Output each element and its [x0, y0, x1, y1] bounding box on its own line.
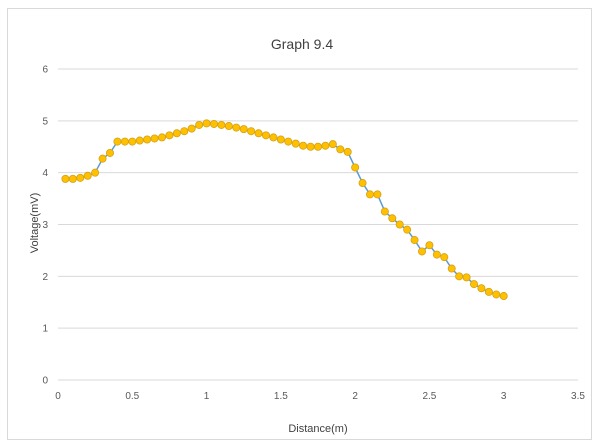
- data-point: [328, 140, 337, 149]
- data-point: [135, 136, 144, 145]
- x-tick-label: 3: [501, 391, 507, 402]
- data-point: [440, 253, 449, 262]
- data-point: [351, 163, 360, 172]
- data-point: [143, 135, 152, 144]
- data-point: [291, 139, 300, 148]
- data-point: [373, 190, 382, 199]
- y-tick-label: 3: [42, 220, 48, 231]
- data-point: [180, 127, 189, 136]
- data-point: [403, 225, 412, 234]
- data-point: [224, 122, 233, 131]
- data-point: [150, 134, 159, 143]
- x-tick-label: 3.5: [571, 391, 585, 402]
- data-point: [499, 292, 508, 301]
- x-tick-label: 1: [204, 391, 210, 402]
- x-tick-label: 2: [352, 391, 358, 402]
- data-point: [388, 214, 397, 223]
- data-point: [217, 120, 226, 129]
- y-tick-label: 2: [42, 272, 48, 283]
- data-point: [432, 250, 441, 259]
- chart-svg: Graph 9.4 0 0.5 1 1.5 2 2.5 3 3.5 0 1 2 3 4 5 6 Dista…: [29, 36, 585, 435]
- x-tick-label: 1.5: [274, 391, 288, 402]
- data-point: [91, 168, 100, 177]
- data-point: [195, 120, 204, 129]
- data-point: [462, 273, 471, 282]
- data-point: [247, 127, 256, 136]
- series-line: [65, 122, 504, 297]
- data-point: [209, 119, 218, 128]
- data-point: [269, 133, 278, 142]
- data-point: [395, 220, 404, 229]
- gridlines: [58, 68, 578, 381]
- data-point: [113, 137, 122, 146]
- y-tick-label: 4: [42, 168, 48, 179]
- data-point: [83, 171, 92, 180]
- x-tick-label: 2.5: [422, 391, 436, 402]
- data-point: [98, 154, 107, 163]
- data-point: [306, 142, 315, 151]
- data-point: [417, 247, 426, 256]
- chart-frame: Graph 9.4 0 0.5 1 1.5 2 2.5 3 3.5 0 1 2 3 4 5 6 Dista…: [7, 8, 592, 440]
- data-point: [410, 236, 419, 245]
- data-point: [484, 287, 493, 296]
- x-tick-label: 0: [55, 391, 61, 402]
- data-point: [343, 147, 352, 156]
- data-point: [232, 123, 241, 132]
- y-tick-label: 6: [42, 65, 48, 76]
- y-tick-labels: 0 1 2 3 4 5 6: [42, 65, 48, 387]
- y-tick-label: 5: [42, 116, 48, 127]
- data-point: [165, 131, 174, 140]
- data-point: [172, 129, 181, 138]
- x-axis-title: Distance(m): [288, 423, 347, 435]
- y-tick-label: 0: [42, 376, 48, 387]
- data-point: [447, 264, 456, 273]
- data-point: [313, 142, 322, 151]
- data-point: [157, 133, 166, 142]
- x-tick-label: 0.5: [125, 391, 139, 402]
- data-point: [477, 284, 486, 293]
- data-point: [469, 280, 478, 289]
- x-tick-labels: 0 0.5 1 1.5 2 2.5 3 3.5: [55, 391, 585, 402]
- data-point: [380, 207, 389, 216]
- data-point: [365, 190, 374, 199]
- data-point: [261, 131, 270, 140]
- y-tick-label: 1: [42, 324, 48, 335]
- data-point: [492, 290, 501, 299]
- data-point: [68, 174, 77, 183]
- data-point: [254, 129, 263, 138]
- data-point: [120, 137, 129, 146]
- chart-title: Graph 9.4: [271, 36, 333, 52]
- data-point: [336, 145, 345, 154]
- data-point: [284, 137, 293, 146]
- data-point: [425, 241, 434, 250]
- data-points: [61, 119, 508, 301]
- y-axis-title: Voltage(mV): [29, 193, 41, 254]
- data-point: [128, 137, 137, 146]
- data-point: [321, 141, 330, 150]
- data-point: [299, 141, 308, 150]
- data-point: [187, 124, 196, 133]
- data-point: [358, 179, 367, 188]
- data-point: [61, 174, 70, 183]
- data-point: [202, 119, 211, 128]
- data-point: [276, 135, 285, 144]
- data-point: [106, 148, 115, 157]
- data-point: [239, 125, 248, 134]
- data-point: [455, 272, 464, 281]
- data-point: [76, 173, 85, 182]
